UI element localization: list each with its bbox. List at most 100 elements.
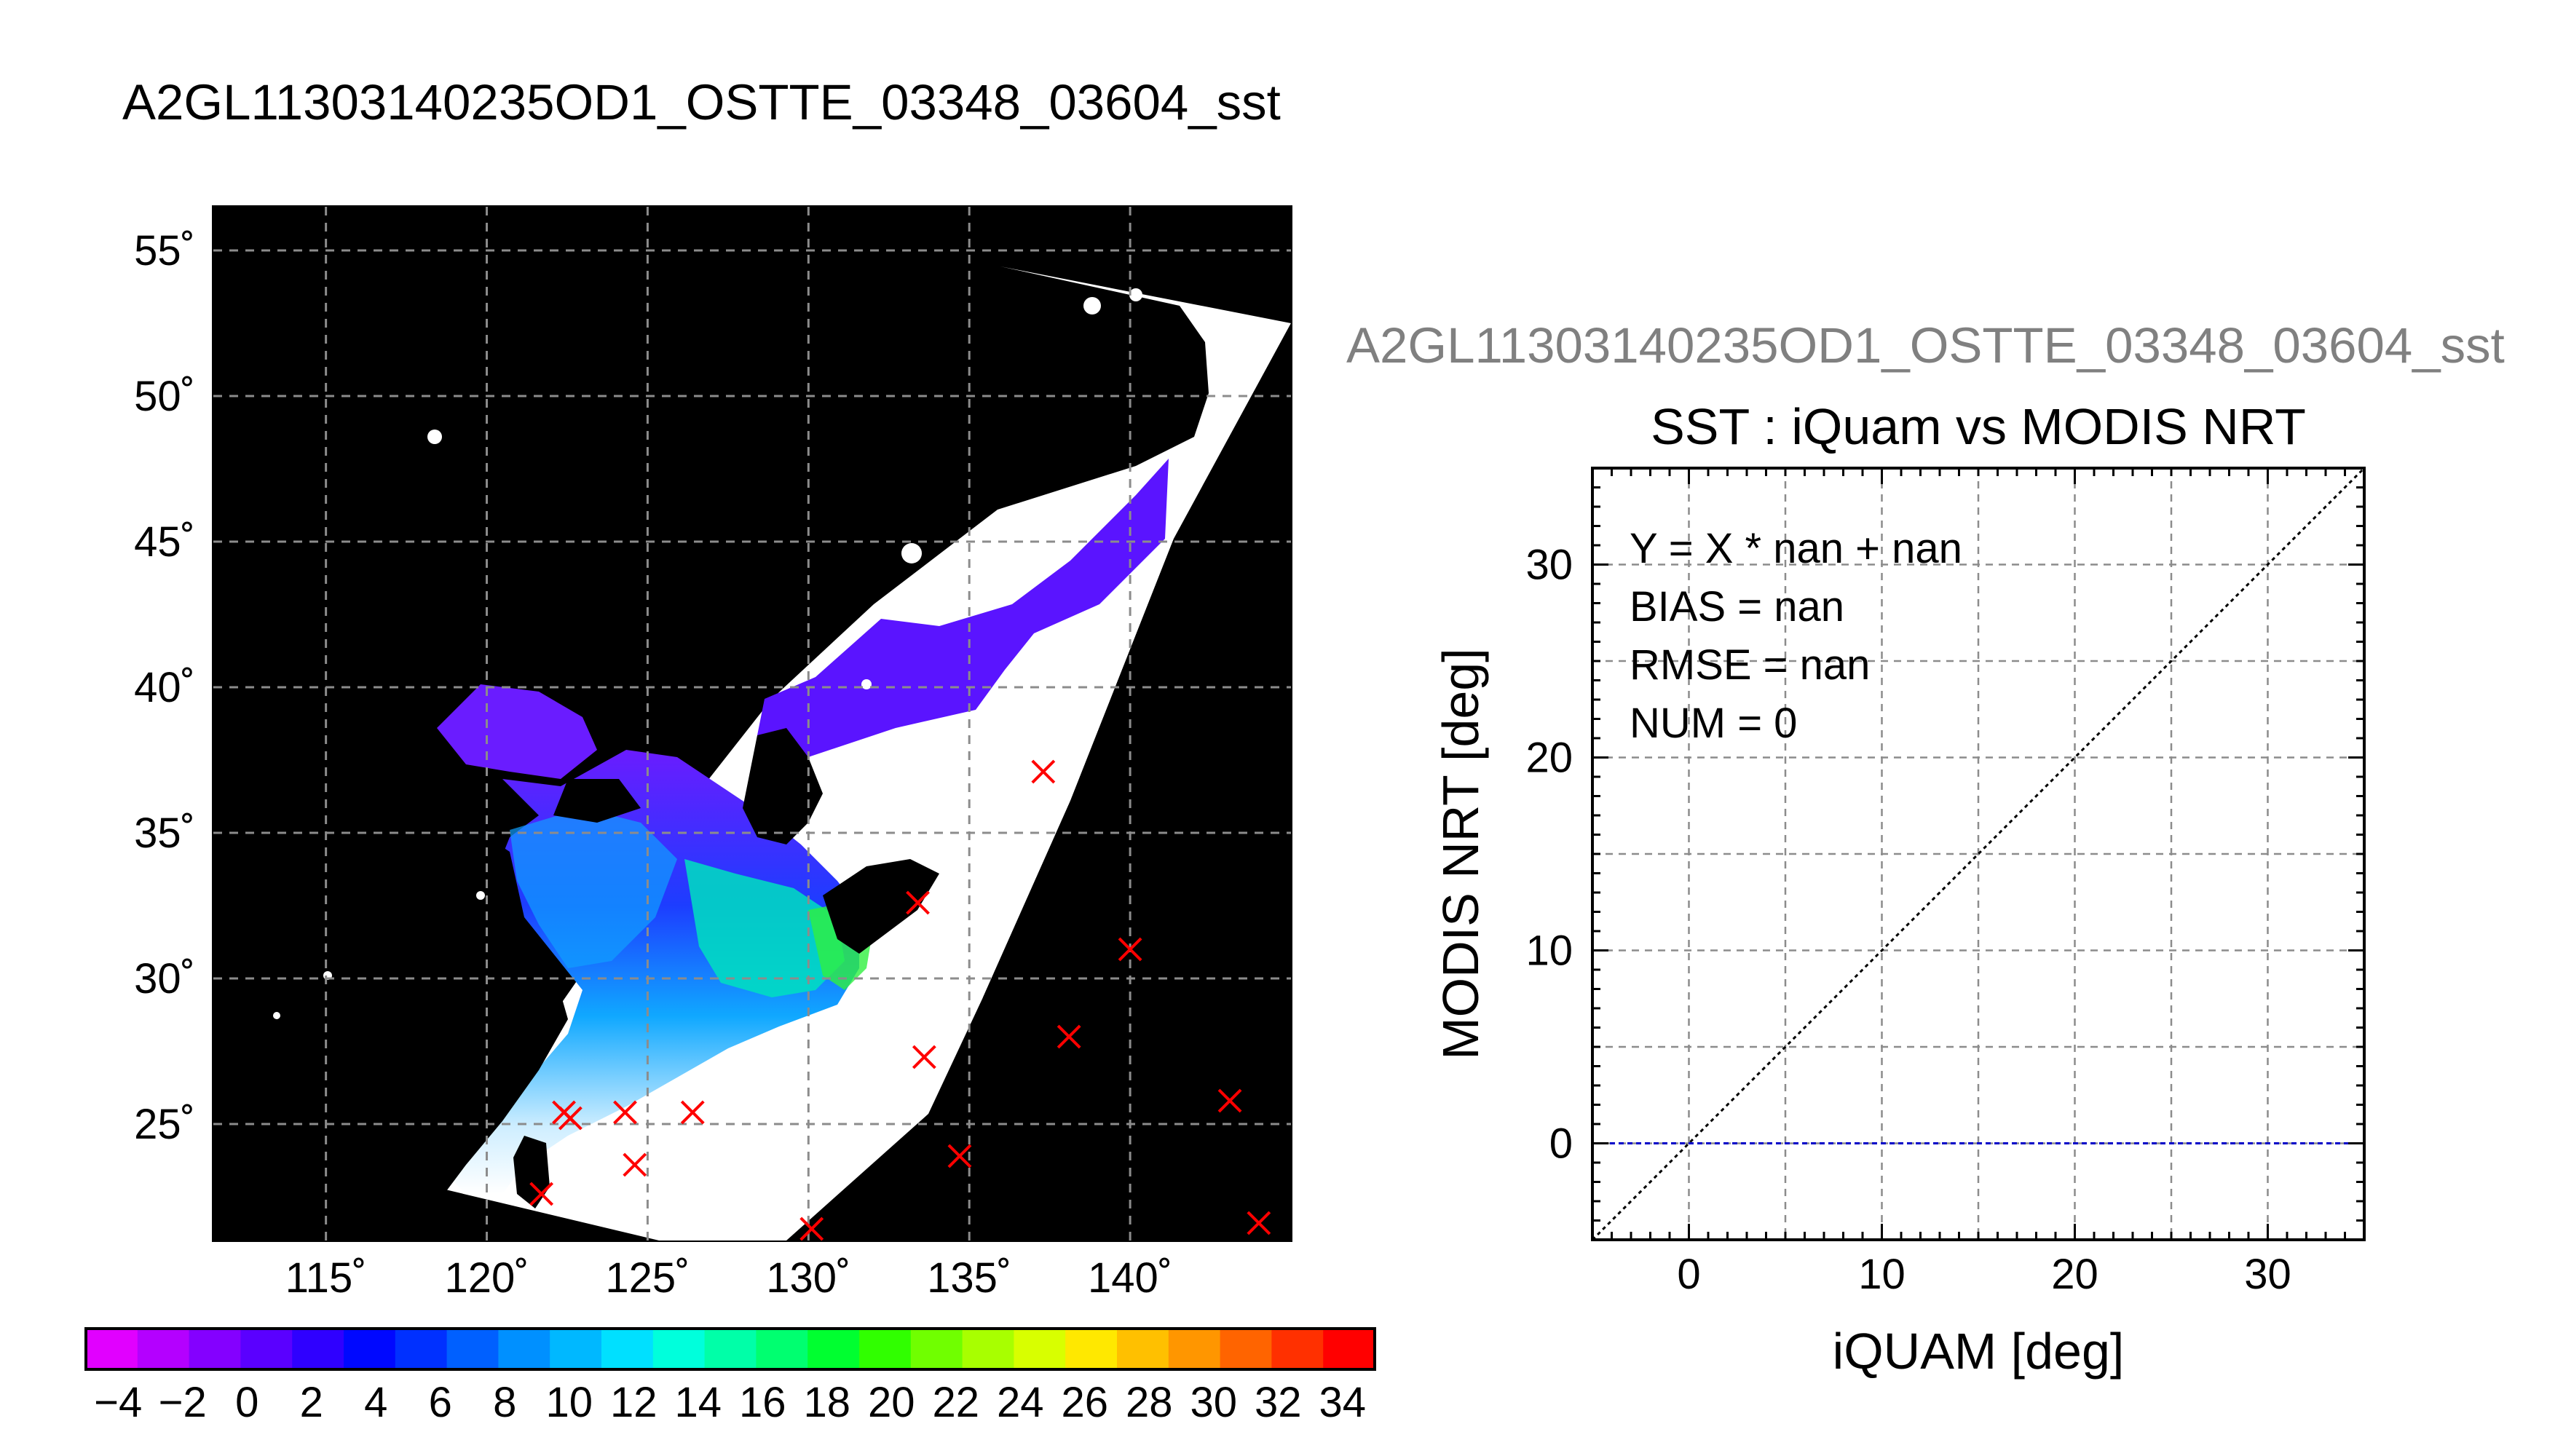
rmse-value: RMSE = nan [1630, 641, 1870, 689]
colorbar-cell [240, 1329, 293, 1369]
colorbar-cell [807, 1329, 860, 1369]
colorbar-cell [498, 1329, 550, 1369]
colorbar-cell [962, 1329, 1014, 1369]
map-longitude-ticks: 115˚ 120˚ 125˚ 130˚ 135˚ 140˚ [285, 1254, 1172, 1302]
iquam-marker [947, 1144, 972, 1168]
colorbar-cell [189, 1329, 241, 1369]
colorbar-cell [652, 1329, 706, 1369]
colorbar-cell [1323, 1329, 1375, 1369]
y-axis-label: MODIS NRT [deg] [1432, 648, 1489, 1059]
taiwan-land [513, 1136, 550, 1208]
iquam-marker [906, 890, 930, 915]
island-speck [901, 543, 922, 563]
colorbar-label: 22 [932, 1379, 979, 1426]
y-tick-label: 20 [1525, 735, 1573, 782]
map-lon-tick-label: 140˚ [1088, 1254, 1172, 1302]
x-axis-label: iQUAM [deg] [1833, 1323, 2125, 1380]
colorbar-labels: −4 −2 0 2 4 6 8 10 12 14 16 18 20 22 24 26 28 30 32 34 [94, 1379, 1366, 1426]
x-tick-label: 30 [2244, 1251, 2291, 1298]
colorbar-cell [446, 1329, 499, 1369]
island-speck [427, 430, 442, 444]
colorbar-cell [1220, 1329, 1272, 1369]
x-tick-label: 20 [2051, 1251, 2098, 1298]
korea-land [743, 728, 823, 844]
colorbar-label: 28 [1126, 1379, 1173, 1426]
colorbar-cell [550, 1329, 602, 1369]
colorbar-cell [910, 1329, 963, 1369]
island-speck [273, 1012, 280, 1019]
colorbar-cells [86, 1329, 1375, 1369]
num-value: NUM = 0 [1630, 700, 1797, 747]
colorbar-label: 0 [235, 1379, 258, 1426]
scatter-file-title: A2GL11303140235OD1_OSTTE_03348_03604_sst [1346, 317, 2505, 373]
colorbar-label: 8 [493, 1379, 516, 1426]
colorbar-label: 20 [868, 1379, 915, 1426]
colorbar-cell [395, 1329, 448, 1369]
iquam-marker [558, 1106, 583, 1131]
colorbar: −4 −2 0 2 4 6 8 10 12 14 16 18 20 22 24 26 28 30 32 34 [84, 1327, 1376, 1426]
colorbar-cell [1168, 1329, 1221, 1369]
iquam-marker [680, 1100, 705, 1125]
iquam-marker [1247, 1211, 1271, 1235]
colorbar-label: 32 [1255, 1379, 1302, 1426]
colorbar-label: 30 [1190, 1379, 1237, 1426]
y-tick-label: 0 [1549, 1120, 1573, 1168]
iquam-marker [1118, 937, 1142, 962]
figure-title: A2GL11303140235OD1_OSTTE_03348_03604_sst [122, 74, 1281, 130]
colorbar-label: 12 [610, 1379, 657, 1426]
map-lat-tick-label: 40˚ [134, 664, 195, 711]
y-tick-label: 30 [1525, 542, 1573, 589]
x-tick-label: 10 [1858, 1251, 1906, 1298]
kyushu-land [823, 859, 939, 954]
colorbar-cell [1014, 1329, 1066, 1369]
shandong-land [553, 779, 641, 823]
map-lon-tick-label: 115˚ [285, 1254, 367, 1302]
stats-annotations: Y = X * nan + nan BIAS = nan RMSE = nan … [1630, 525, 1962, 747]
colorbar-cell [859, 1329, 912, 1369]
colorbar-cell [1271, 1329, 1324, 1369]
iquam-marker [912, 1045, 936, 1069]
iquam-marker [1031, 759, 1056, 784]
x-axis-ticks: 0 10 20 30 [1677, 1251, 2291, 1298]
fit-equation: Y = X * nan + nan [1630, 525, 1962, 572]
sst-field-east-china [684, 859, 845, 997]
map-lon-tick-label: 120˚ [444, 1254, 529, 1302]
iquam-marker [1057, 1024, 1081, 1049]
map-lat-tick-label: 50˚ [134, 373, 195, 420]
colorbar-label: 18 [803, 1379, 850, 1426]
colorbar-cell [756, 1329, 808, 1369]
colorbar-label: 14 [674, 1379, 722, 1426]
reference-lines [1592, 468, 2364, 1240]
island-speck [861, 679, 872, 689]
map-lon-tick-label: 125˚ [605, 1254, 690, 1302]
colorbar-label: 26 [1061, 1379, 1108, 1426]
map-lon-tick-label: 135˚ [927, 1254, 1011, 1302]
map-lat-tick-label: 25˚ [134, 1101, 195, 1148]
scatter-panel: 0 10 20 30 0 10 20 30 Y = X * nan + nan BIAS =… [1432, 467, 2366, 1380]
map-lat-tick-label: 35˚ [134, 810, 195, 857]
sst-field-north [757, 459, 1169, 757]
colorbar-cell [601, 1329, 654, 1369]
iquam-markers [529, 759, 1271, 1241]
china-coast-land [403, 823, 568, 1241]
colorbar-cell [292, 1329, 344, 1369]
colorbar-cell [344, 1329, 396, 1369]
map-lat-tick-label: 45˚ [134, 518, 195, 566]
map-panel: 115˚ 120˚ 125˚ 130˚ 135˚ 140˚ 55˚ 50˚ 45˚ 40˚ 35˚… [134, 205, 1292, 1302]
scatter-plot-title: SST : iQuam vs MODIS NRT [1651, 398, 2306, 455]
iquam-marker [1217, 1088, 1242, 1113]
colorbar-label: 4 [364, 1379, 387, 1426]
sst-field-bohai [437, 684, 597, 779]
colorbar-label: 6 [429, 1379, 452, 1426]
plot-grid [1592, 468, 2364, 1240]
map-lon-tick-label: 130˚ [766, 1254, 850, 1302]
map-grid [213, 207, 1291, 1241]
island-speck [1129, 288, 1142, 301]
colorbar-label: 2 [300, 1379, 323, 1426]
x-tick-label: 0 [1677, 1251, 1700, 1298]
colorbar-cell [704, 1329, 757, 1369]
iquam-marker [613, 1100, 637, 1125]
iquam-marker [529, 1182, 554, 1206]
iquam-marker [623, 1152, 647, 1177]
